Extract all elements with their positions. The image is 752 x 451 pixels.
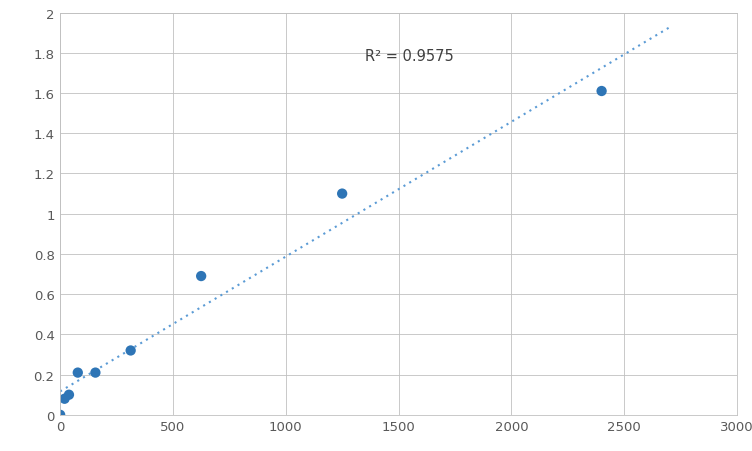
Point [63, 391, 75, 399]
Text: R² = 0.9575: R² = 0.9575 [365, 49, 453, 64]
Point [54, 411, 66, 419]
Point [89, 369, 102, 377]
Point [71, 369, 83, 377]
Point [59, 395, 71, 402]
Point [336, 190, 348, 198]
Point [125, 347, 137, 354]
Point [196, 273, 208, 280]
Point [596, 88, 608, 96]
